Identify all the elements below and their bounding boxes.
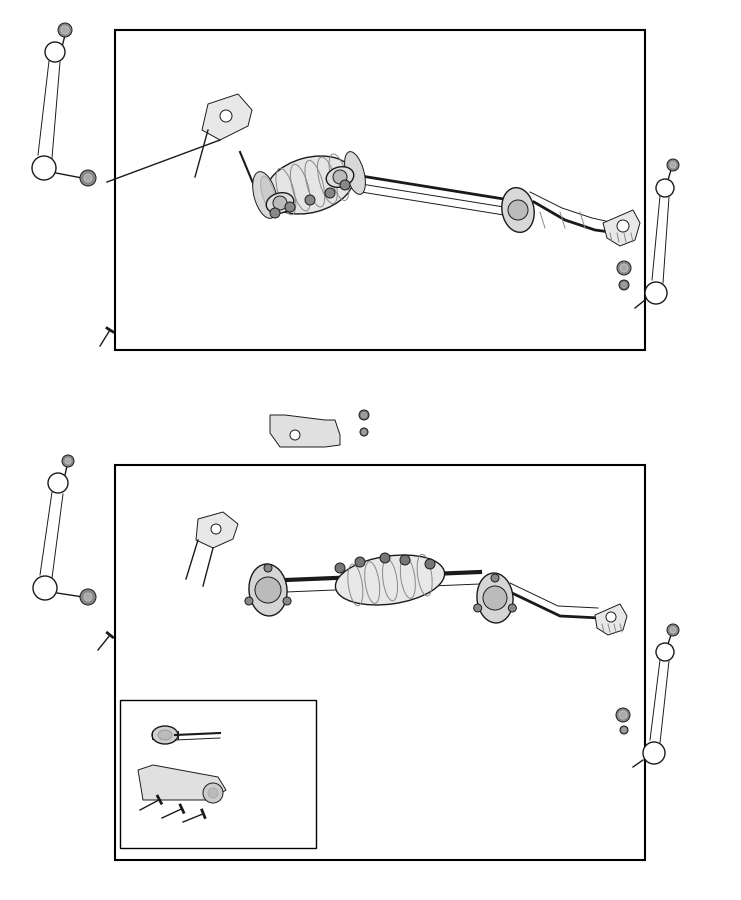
Circle shape: [619, 711, 627, 719]
Circle shape: [61, 26, 69, 34]
Ellipse shape: [158, 730, 172, 740]
Circle shape: [670, 162, 676, 168]
Polygon shape: [138, 765, 226, 800]
Circle shape: [362, 412, 367, 418]
Bar: [115, 465, 645, 860]
Circle shape: [620, 264, 628, 272]
Circle shape: [32, 156, 56, 180]
Ellipse shape: [152, 726, 178, 744]
Circle shape: [622, 728, 626, 733]
Circle shape: [606, 612, 616, 622]
Circle shape: [400, 555, 410, 565]
Circle shape: [220, 110, 232, 122]
Ellipse shape: [249, 564, 287, 616]
Circle shape: [616, 708, 630, 722]
Circle shape: [645, 282, 667, 304]
Circle shape: [667, 159, 679, 171]
Circle shape: [670, 627, 676, 633]
Ellipse shape: [266, 193, 293, 213]
Ellipse shape: [502, 188, 534, 232]
Circle shape: [208, 788, 218, 798]
Circle shape: [508, 604, 516, 612]
Polygon shape: [202, 94, 252, 140]
Circle shape: [491, 574, 499, 582]
Ellipse shape: [253, 172, 277, 219]
Circle shape: [203, 783, 223, 803]
Circle shape: [80, 170, 96, 186]
Circle shape: [483, 586, 507, 610]
Circle shape: [264, 564, 272, 572]
Ellipse shape: [266, 156, 354, 214]
Circle shape: [305, 195, 315, 205]
Circle shape: [360, 428, 368, 436]
Circle shape: [617, 261, 631, 275]
Circle shape: [285, 202, 295, 212]
Circle shape: [62, 455, 74, 467]
Circle shape: [617, 220, 629, 232]
Circle shape: [335, 563, 345, 573]
Circle shape: [656, 179, 674, 197]
Circle shape: [656, 643, 674, 661]
Polygon shape: [603, 210, 640, 246]
Circle shape: [325, 188, 335, 198]
Circle shape: [270, 208, 280, 218]
Polygon shape: [595, 604, 627, 635]
Polygon shape: [196, 512, 238, 548]
Bar: [120, 700, 316, 848]
Ellipse shape: [477, 573, 513, 623]
Circle shape: [290, 430, 300, 440]
Circle shape: [619, 280, 629, 290]
Circle shape: [425, 559, 435, 569]
Ellipse shape: [261, 176, 276, 210]
Ellipse shape: [326, 166, 353, 187]
Circle shape: [211, 524, 221, 534]
Bar: [115, 30, 645, 350]
Circle shape: [45, 42, 65, 62]
Circle shape: [255, 577, 281, 603]
Circle shape: [333, 170, 347, 184]
Circle shape: [80, 589, 96, 605]
Circle shape: [508, 200, 528, 220]
Circle shape: [620, 726, 628, 734]
Circle shape: [473, 604, 482, 612]
Circle shape: [643, 742, 665, 764]
Ellipse shape: [345, 151, 365, 194]
Circle shape: [621, 283, 627, 288]
Circle shape: [33, 576, 57, 600]
Circle shape: [362, 430, 366, 434]
Circle shape: [84, 174, 92, 182]
Circle shape: [340, 180, 350, 190]
Circle shape: [283, 597, 291, 605]
Circle shape: [84, 593, 92, 601]
Circle shape: [58, 23, 72, 37]
Circle shape: [245, 597, 253, 605]
Ellipse shape: [336, 555, 445, 605]
Circle shape: [667, 624, 679, 636]
Circle shape: [380, 553, 390, 563]
Circle shape: [355, 557, 365, 567]
Polygon shape: [270, 415, 340, 447]
Circle shape: [359, 410, 369, 420]
Circle shape: [273, 196, 287, 210]
Circle shape: [48, 473, 68, 493]
Circle shape: [65, 458, 71, 464]
